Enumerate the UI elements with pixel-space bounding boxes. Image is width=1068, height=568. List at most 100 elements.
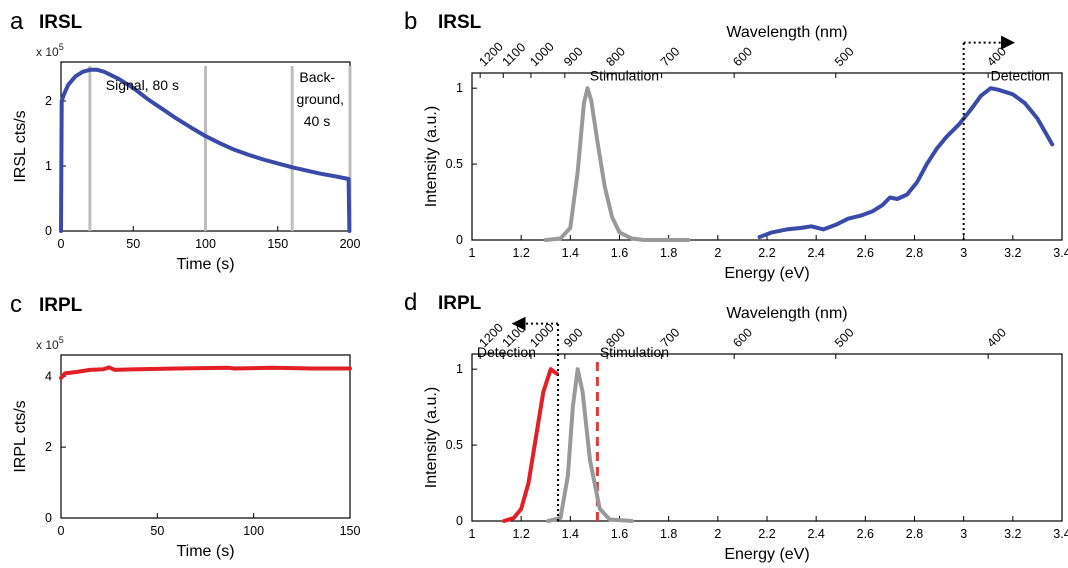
y-tick-label: 0 bbox=[456, 514, 463, 528]
y-tick-label: 0 bbox=[45, 511, 52, 525]
series-line-detection bbox=[502, 367, 559, 523]
y-axis-label: Intensity (a.u.) bbox=[423, 387, 440, 488]
y-tick-label: 0 bbox=[45, 224, 52, 238]
y-tick-label: 4 bbox=[45, 369, 52, 383]
panel-a: a IRSL x 105 0 50 100 150 200 0 1 2 Time (s) IRSL… bbox=[10, 8, 360, 273]
top-tick-label: 700 bbox=[658, 44, 683, 69]
x-tick-label: 100 bbox=[195, 237, 216, 251]
x-tick-label: 0 bbox=[58, 524, 65, 538]
x-tick-label: 2.2 bbox=[758, 246, 775, 260]
x-tick-label: 1.8 bbox=[660, 246, 677, 260]
multiplier-a: x 105 bbox=[36, 42, 64, 59]
x-axis-label: Time (s) bbox=[176, 543, 234, 560]
top-tick-label: 400 bbox=[984, 44, 1009, 69]
top-axis-label: Wavelength (nm) bbox=[726, 305, 847, 322]
top-tick-label: 500 bbox=[832, 325, 857, 350]
plot-c: 0 50 100 150 0 2 4 Time (s) IRPL cts/s bbox=[12, 354, 361, 560]
top-tick-label: 900 bbox=[561, 325, 586, 350]
plot-d: 1 1.2 1.4 1.6 1.8 2 2.2 2.4 2.6 2.8 3 3.2 3.4 0 0.5 1 En… bbox=[423, 305, 1068, 563]
x-tick-label: 50 bbox=[126, 237, 140, 251]
detection-annotation: Detection bbox=[477, 344, 536, 360]
top-tick-label: 400 bbox=[984, 325, 1009, 350]
background-gate-annotation: Back- bbox=[299, 69, 335, 85]
panel-c: c IRPL x 105 0 50 100 150 0 2 4 Time (s) IRPL ct… bbox=[10, 291, 360, 560]
top-tick-label: 1000 bbox=[527, 40, 557, 70]
plot-frame-b bbox=[471, 72, 1063, 241]
x-tick-label: 150 bbox=[267, 237, 288, 251]
series-line-stimulation bbox=[546, 367, 634, 523]
y-tick-label: 1 bbox=[45, 159, 52, 173]
x-tick-label: 0 bbox=[58, 237, 65, 251]
top-tick-label: 1200 bbox=[476, 40, 506, 70]
x-tick-label: 1.4 bbox=[562, 527, 579, 541]
x-tick-label: 2 bbox=[714, 527, 721, 541]
x-axis-label: Energy (eV) bbox=[724, 546, 809, 563]
background-gate-annotation: 40 s bbox=[304, 113, 330, 129]
top-axis-label: Wavelength (nm) bbox=[726, 24, 847, 41]
x-tick-label: 2.2 bbox=[758, 527, 775, 541]
x-tick-label: 2.6 bbox=[857, 246, 874, 260]
y-axis-label: IRSL cts/s bbox=[12, 110, 29, 182]
x-tick-label: 1.6 bbox=[611, 527, 628, 541]
x-axis-label: Energy (eV) bbox=[724, 265, 809, 282]
detection-annotation: Detection bbox=[991, 68, 1050, 84]
y-tick-label: 2 bbox=[45, 440, 52, 454]
series-line-signal bbox=[59, 67, 352, 233]
x-tick-label: 200 bbox=[340, 237, 361, 251]
top-tick-label: 1100 bbox=[499, 40, 528, 69]
plot-frame-c bbox=[60, 354, 351, 519]
x-tick-label: 1 bbox=[469, 246, 476, 260]
x-tick-label: 1.4 bbox=[562, 246, 579, 260]
stimulation-annotation: Stimulation bbox=[600, 344, 669, 360]
y-tick-label: 0.5 bbox=[446, 438, 463, 452]
x-tick-label: 50 bbox=[150, 524, 164, 538]
y-tick-label: 1 bbox=[456, 362, 463, 376]
series-line-detection bbox=[757, 86, 1055, 239]
x-tick-label: 1.2 bbox=[512, 527, 529, 541]
x-tick-label: 3.4 bbox=[1053, 246, 1068, 260]
plot-a: 0 50 100 150 200 0 1 2 Time (s) IRSL cts/s Signal,… bbox=[12, 61, 361, 273]
x-tick-label: 1.6 bbox=[611, 246, 628, 260]
plot-frame-d bbox=[471, 353, 1063, 522]
top-tick-label: 600 bbox=[730, 44, 755, 69]
panel-letter-a: a bbox=[10, 8, 24, 35]
panel-title-a: IRSL bbox=[39, 12, 83, 33]
x-tick-label: 1.8 bbox=[660, 527, 677, 541]
plot-b: 1 1.2 1.4 1.6 1.8 2 2.2 2.4 2.6 2.8 3 3.2 3.4 0 0.5 1 En… bbox=[423, 24, 1068, 282]
stimulation-annotation: Stimulation bbox=[590, 68, 659, 84]
series-line-stimulation bbox=[543, 86, 691, 242]
x-tick-label: 100 bbox=[243, 524, 264, 538]
x-axis-label: Time (s) bbox=[176, 256, 234, 273]
top-tick-label: 600 bbox=[730, 325, 755, 350]
x-tick-label: 3.2 bbox=[1004, 246, 1021, 260]
x-tick-label: 2.4 bbox=[807, 527, 824, 541]
x-tick-label: 2.4 bbox=[807, 246, 824, 260]
x-tick-label: 1.2 bbox=[512, 246, 529, 260]
panel-title-b: IRSL bbox=[438, 12, 482, 33]
y-axis-label: IRPL cts/s bbox=[12, 400, 29, 472]
panel-letter-c: c bbox=[10, 291, 22, 318]
x-tick-label: 2.6 bbox=[857, 527, 874, 541]
signal-gate-annotation: Signal, 80 s bbox=[106, 77, 179, 93]
x-tick-label: 3 bbox=[960, 246, 967, 260]
x-tick-label: 2 bbox=[714, 246, 721, 260]
panel-title-c: IRPL bbox=[39, 295, 83, 316]
y-tick-label: 1 bbox=[456, 81, 463, 95]
multiplier-c: x 105 bbox=[36, 335, 64, 352]
x-tick-label: 3.2 bbox=[1004, 527, 1021, 541]
y-tick-label: 0.5 bbox=[446, 157, 463, 171]
panel-b: b IRSL 1 1.2 1.4 1.6 1.8 2 2.2 2.4 2.6 2.8 3 3.2 3.4… bbox=[404, 8, 1068, 282]
y-tick-label: 2 bbox=[45, 94, 52, 108]
panel-d: d IRPL 1 1.2 1.4 1.6 1.8 2 2.2 2.4 2.6 2.8 3 3.2 3.4… bbox=[404, 289, 1068, 563]
top-tick-label: 500 bbox=[832, 44, 857, 69]
panel-title-d: IRPL bbox=[438, 293, 482, 314]
x-tick-label: 3.4 bbox=[1053, 527, 1068, 541]
x-tick-label: 2.8 bbox=[906, 527, 923, 541]
y-axis-label: Intensity (a.u.) bbox=[423, 106, 440, 207]
panel-letter-b: b bbox=[404, 8, 417, 35]
x-tick-label: 1 bbox=[469, 527, 476, 541]
x-tick-label: 2.8 bbox=[906, 246, 923, 260]
x-tick-label: 3 bbox=[960, 527, 967, 541]
x-tick-label: 150 bbox=[340, 524, 361, 538]
